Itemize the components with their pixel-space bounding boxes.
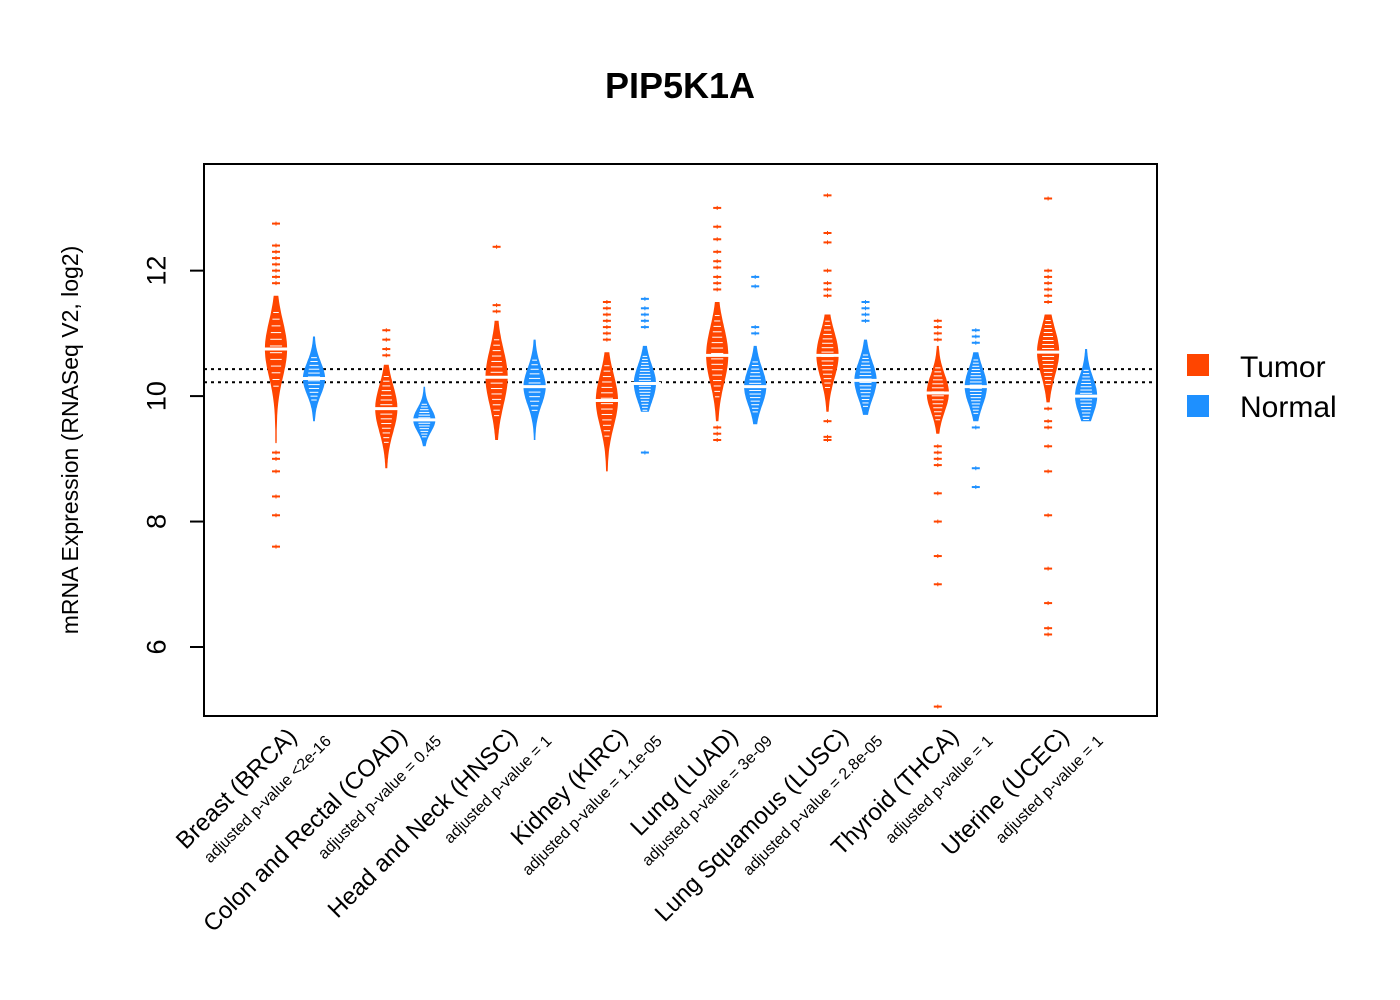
bean-density bbox=[413, 386, 436, 447]
bean-normal bbox=[849, 300, 882, 415]
y-tick-label: 12 bbox=[141, 256, 171, 286]
bean-tumor bbox=[811, 193, 844, 442]
bean-density bbox=[1037, 314, 1060, 403]
chart-title: PIP5K1A bbox=[605, 65, 755, 106]
bean-tumor bbox=[260, 221, 292, 549]
bean-density bbox=[264, 295, 288, 444]
bean-density bbox=[744, 345, 767, 425]
bean-density bbox=[1075, 349, 1098, 422]
bean-density bbox=[595, 352, 618, 472]
legend-swatch-normal bbox=[1187, 395, 1209, 417]
legend: Tumor Normal bbox=[1187, 351, 1337, 424]
bean-tumor bbox=[370, 328, 403, 469]
legend-label-tumor: Tumor bbox=[1240, 351, 1326, 384]
y-tick-label: 10 bbox=[141, 381, 171, 411]
y-tick-label: 8 bbox=[141, 514, 171, 529]
bean-tumor bbox=[590, 300, 623, 472]
bean-density bbox=[706, 302, 729, 422]
reference-lines bbox=[204, 368, 1157, 384]
bean-normal bbox=[298, 336, 330, 422]
bean-density bbox=[375, 364, 398, 469]
bean-tumor bbox=[921, 318, 954, 709]
bean-tumor bbox=[1032, 196, 1065, 637]
bean-tumor bbox=[701, 205, 734, 442]
y-tick-label: 6 bbox=[141, 639, 171, 654]
bean-normal bbox=[518, 339, 551, 440]
bean-normal bbox=[959, 328, 992, 490]
y-axis-label: mRNA Expression (RNASeq V2, log2) bbox=[57, 246, 83, 635]
bean-density bbox=[816, 314, 839, 412]
bean-normal bbox=[739, 274, 772, 425]
legend-swatch-tumor bbox=[1187, 354, 1209, 376]
bean-density bbox=[926, 345, 949, 434]
bean-normal bbox=[628, 296, 661, 455]
bean-tumor bbox=[480, 244, 513, 440]
x-axis-labels: Breast (BRCA)adjusted p-value <2e-16Colo… bbox=[171, 723, 1107, 937]
legend-label-normal: Normal bbox=[1240, 391, 1337, 424]
bean-density bbox=[854, 339, 877, 415]
plot-frame bbox=[203, 163, 1158, 717]
bean-density bbox=[633, 345, 656, 412]
y-axis: 6 8 10 12 bbox=[141, 256, 204, 655]
bean-group bbox=[260, 193, 1103, 709]
bean-normal bbox=[1070, 349, 1103, 422]
bean-normal bbox=[408, 386, 441, 447]
bean-density bbox=[523, 339, 546, 440]
bean-density bbox=[485, 320, 508, 440]
